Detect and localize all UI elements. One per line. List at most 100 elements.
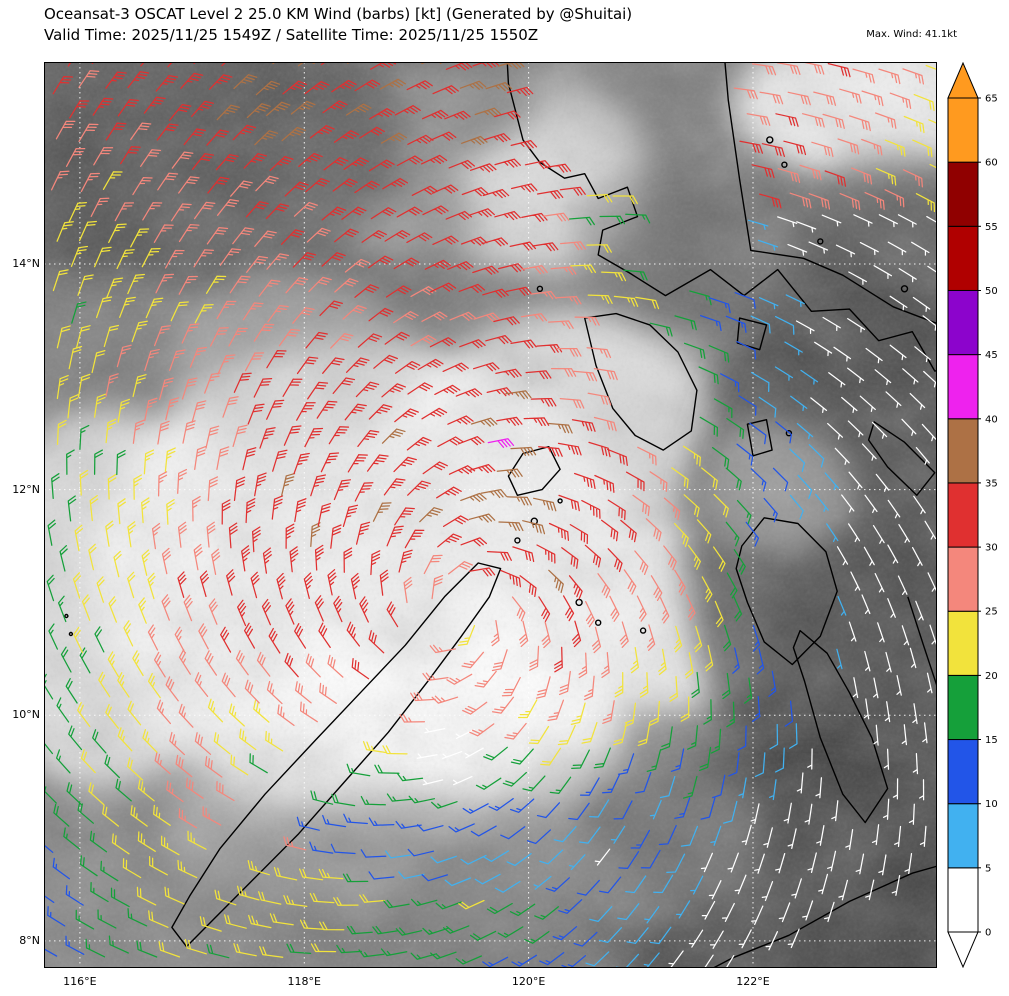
colorbar-tick-label: 35 [985,478,998,489]
wind-barb [772,467,789,492]
wind-barb [444,877,472,887]
wind-barb [383,899,410,909]
wind-barb [178,176,200,194]
wind-barb [903,115,925,134]
wind-barb [318,868,344,880]
wind-barb [587,392,612,406]
wind-barb [923,370,937,388]
wind-barb [841,396,858,414]
wind-barb [119,296,136,318]
wind-barb [169,349,186,371]
wind-barb [411,185,438,196]
wind-barb [758,297,779,310]
wind-barb [194,672,209,698]
wind-barb [396,206,423,218]
coastline-marinduque [736,317,768,351]
wind-barb [532,242,559,252]
wind-barb [404,529,425,549]
wind-barb [547,422,573,434]
wind-barb [539,951,565,966]
wind-barb [800,62,825,75]
wind-barb [838,879,849,901]
wind-barb [102,171,123,190]
wind-barb [606,448,628,466]
wind-barb [403,576,413,604]
wind-barb [807,852,817,874]
wind-barb [839,88,862,104]
wind-barb [673,522,689,547]
wind-barb [386,601,399,628]
wind-barb [912,703,918,725]
wind-barb [887,499,901,519]
wind-barb [572,370,598,382]
wind-barb [395,927,423,936]
wind-barb [559,241,586,251]
wind-barb [422,779,444,786]
colorbar-tick-label: 55 [985,222,998,233]
wind-barb [506,852,532,867]
wind-barb [482,189,510,199]
wind-barb [359,126,385,139]
wind-barb [554,646,563,673]
wind-barb [406,232,433,244]
wind-barb [635,296,660,310]
wind-barb [407,134,434,145]
wind-barb [547,699,565,721]
wind-barb [649,700,660,726]
colorbar-segment [947,418,979,484]
wind-barb [382,745,408,755]
wind-barb [422,672,449,682]
wind-barb [204,372,221,394]
wind-barb [219,248,242,266]
wind-barb [250,571,260,599]
wind-barb [469,723,495,737]
wind-barb [570,702,586,725]
wind-barb [384,331,410,345]
wind-barb [460,236,488,246]
wind-barb [358,949,385,958]
wind-barb [285,277,309,294]
wind-barb [155,273,175,294]
wind-barb [640,849,661,869]
wind-barb [217,354,236,375]
wind-barb [687,725,699,750]
wind-barb [294,498,307,523]
wind-barb [568,854,586,871]
coastline-palawan [171,562,502,948]
wind-barb [458,283,486,293]
wind-barb [775,113,799,127]
wind-barb [385,285,412,298]
wind-barb [926,215,937,230]
wind-barb [259,946,284,958]
wind-barb [216,781,235,802]
wind-barb [305,653,321,678]
wind-barb [472,362,500,372]
wind-barb [790,395,808,412]
islet [781,161,788,168]
wind-barb [244,679,260,704]
wind-barb [368,404,393,420]
wind-barb [296,816,320,831]
wind-barb [178,808,198,829]
wind-barb [319,921,345,931]
wind-barb [557,724,576,746]
wind-barb [601,651,610,679]
wind-barb [827,422,844,440]
wind-barb [67,394,79,419]
wind-barb [393,456,417,473]
wind-barb [314,595,324,622]
wind-barb [342,873,369,883]
wind-barb [506,496,532,506]
wind-barb [107,651,120,678]
wind-barb [741,824,752,846]
wind-barb [733,87,758,100]
wind-barb [372,502,392,522]
wind-barb [884,139,906,157]
wind-barb [458,899,485,910]
wind-barb [808,241,829,254]
wind-barb [898,523,910,543]
wind-barb [559,397,585,409]
wind-barb [368,630,385,654]
wind-barb [639,672,649,698]
wind-barb [509,798,535,813]
